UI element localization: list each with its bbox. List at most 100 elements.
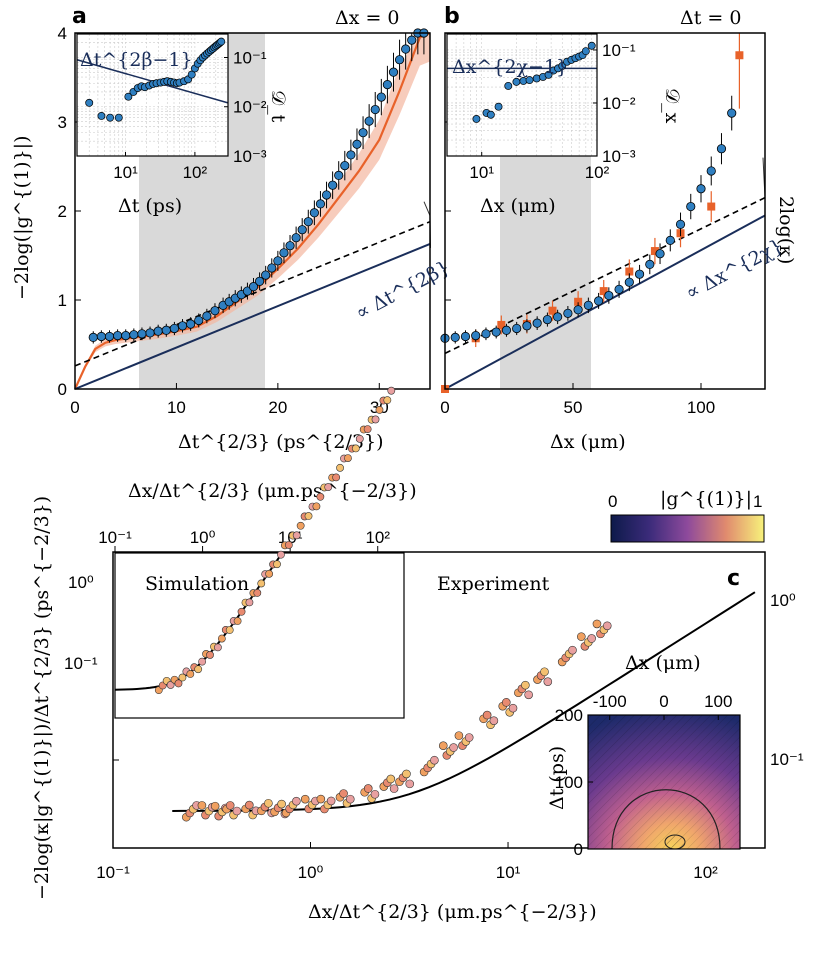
panel-a-point (96, 331, 106, 342)
inset_b-xtick-label: 10² (585, 163, 610, 182)
inset-sim-point (206, 651, 214, 659)
panel-b-point (593, 296, 604, 306)
inset_b-xtick-label: 10¹ (469, 163, 494, 182)
panel-c-point (402, 769, 411, 779)
heatmap-contour-outer (611, 789, 721, 850)
heatmap-xtick-label: 0 (659, 692, 668, 711)
panel-a-xlabel: Δt^{2/3} (ps^{2/3}) (178, 431, 383, 453)
panel-b-point (460, 331, 471, 342)
inset_a-point (217, 37, 226, 46)
panel-a-point (358, 128, 368, 138)
inset-sim-point (217, 634, 226, 643)
panel-a-point (346, 150, 356, 160)
inset_a-xtick-label: 10² (183, 163, 208, 182)
panel-a-condition: Δx = 0 (335, 7, 400, 29)
panel-c-simulation-label: Simulation (145, 573, 249, 595)
inset-sim-point (363, 425, 372, 434)
panel-b-sim-point (497, 320, 506, 329)
panel-c-point (438, 741, 448, 750)
panel-c-point (449, 743, 458, 752)
inset_a-point (114, 113, 123, 122)
panel-b-point (542, 314, 553, 325)
panel-a-point (129, 330, 139, 340)
panel-b-xtick-label: 50 (564, 398, 583, 417)
panel-c-point (568, 645, 577, 655)
panel-a-point (104, 331, 115, 342)
inset-sim-point (245, 598, 254, 607)
panel-a-xtick-label: 20 (268, 398, 287, 417)
panel-b-point (512, 323, 522, 334)
inset_b-point (587, 41, 596, 50)
panel-b-point (696, 184, 706, 194)
panel-a-point (121, 330, 131, 341)
inset-sim-point (312, 502, 321, 511)
colorbar-label: |g^{(1)}| (660, 488, 752, 510)
panel-a-point (273, 256, 283, 266)
panel-c-xlabel: Δx/Δt^{2/3} (μm.ps^{−2/3}) (308, 901, 597, 923)
inset_a-point (85, 98, 94, 107)
heatmap-ytick-label: 0 (574, 840, 583, 859)
inset-a-ylabel: 𝒟_t (267, 90, 289, 123)
panel-c-right-ytick-label: 10⁰ (770, 591, 796, 610)
panel-a-marks (73, 28, 431, 390)
panel-b-point (491, 327, 501, 337)
panel-a-point (169, 323, 179, 334)
inset_b-ytick-label: 10⁻¹ (602, 41, 636, 60)
panel-b-xlabel: Δx (μm) (550, 431, 626, 453)
inset_a-xtick-label: 10¹ (113, 163, 138, 182)
inset_b-point (486, 110, 495, 119)
colorbar: 0 |g^{(1)}| 1 (608, 488, 765, 543)
panel-c-point (370, 789, 380, 799)
panel-c-point (543, 677, 553, 686)
panel-b-point (706, 166, 716, 176)
heatmap-contour-inner (664, 834, 686, 850)
inset-sim-point (174, 679, 183, 688)
panel-a-point (261, 270, 271, 280)
inset-sim-point (194, 665, 203, 674)
inset-sim-point (351, 444, 360, 453)
panel-a-point (394, 55, 405, 65)
panel-a-point (279, 248, 289, 258)
panel-b-point (675, 219, 686, 229)
inset_a-point (187, 70, 196, 79)
panel-c-point (454, 731, 464, 740)
panel-c-point (316, 794, 326, 804)
inset-sim-top-xtick-label: 10⁻¹ (98, 528, 132, 547)
panel-c-point (277, 799, 286, 809)
inset-sim-point (375, 405, 384, 414)
inset-sim-point (344, 454, 352, 462)
panel-b-sim-point (650, 247, 659, 256)
inset-sim-point (316, 492, 325, 501)
panel-c-point (592, 619, 602, 629)
panel-a-point (161, 325, 171, 335)
inset-sim-point (383, 396, 392, 405)
panel-b-point (727, 108, 737, 118)
colorbar-gradient (610, 514, 765, 543)
panel-a-point (388, 67, 399, 77)
panel-b-point (686, 201, 696, 212)
inset-a: 10¹ 10² 10⁻¹ 10⁻² 10⁻³ Δt^{2β−1} 𝒟_t Δt (ps) (76, 33, 289, 217)
panel-c-point (300, 794, 310, 804)
panel-c-xtick-label: 10⁻¹ (96, 863, 130, 882)
panel-b-letter: b (444, 4, 460, 29)
panel-a-xtick-label: 0 (70, 398, 79, 417)
panel-c-point (264, 798, 273, 808)
inset-sim-point (273, 560, 281, 569)
panel-a-ytick-label: 3 (58, 113, 67, 132)
panel-a-point (382, 80, 392, 90)
panel-b-point (604, 290, 614, 301)
panel-b: b Δt = 0 0 50 100 Δx (μm) 2log(κ) ∝ Δx^{2χ… (440, 4, 797, 453)
panel-a-point (401, 44, 411, 54)
panel-a-point (407, 35, 417, 45)
panel-b-point (450, 332, 460, 342)
inset-sim-point (277, 550, 285, 559)
panel-b-point (665, 235, 675, 245)
panel-a-point (315, 199, 326, 209)
panel-b-sim-point (574, 297, 583, 306)
inset-b-ylabel: 𝒟_x (661, 88, 683, 124)
panel-b-sim-point (599, 287, 608, 296)
panel-c-xtick-label: 10² (693, 863, 718, 882)
panel-a-point (145, 328, 155, 338)
inset-sim-point (336, 463, 344, 472)
panel-b-sim-point (735, 51, 744, 60)
